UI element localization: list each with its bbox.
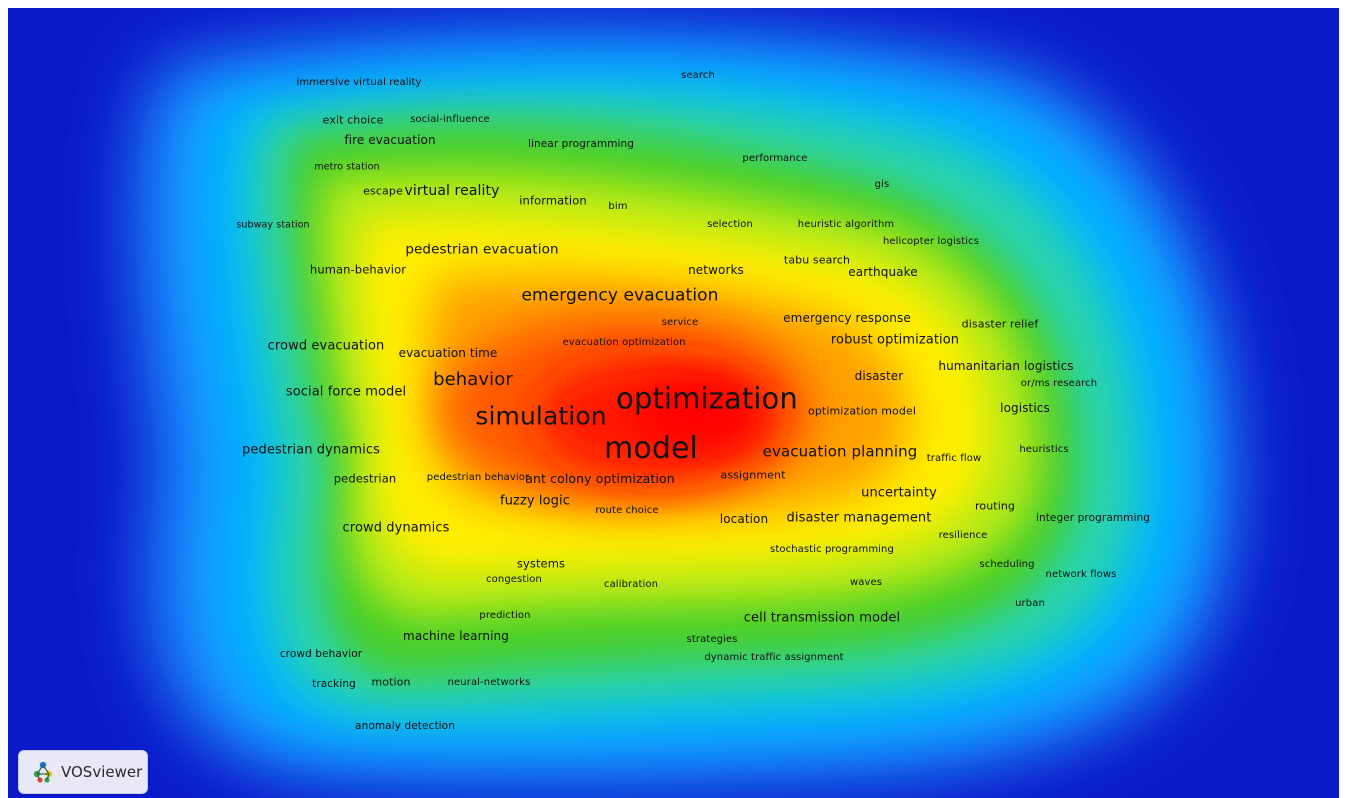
term-label[interactable]: evacuation optimization xyxy=(562,337,686,348)
term-label[interactable]: crowd behavior xyxy=(279,647,363,660)
term-label[interactable]: congestion xyxy=(486,574,542,585)
density-heatmap xyxy=(8,8,1339,798)
term-label[interactable]: network flows xyxy=(1045,569,1117,580)
term-label[interactable]: machine learning xyxy=(403,629,509,643)
term-label[interactable]: social force model xyxy=(285,384,407,400)
term-label[interactable]: systems xyxy=(516,556,566,571)
term-label[interactable]: ant colony optimization xyxy=(525,470,675,486)
term-label[interactable]: emergency evacuation xyxy=(521,285,719,306)
term-label[interactable]: uncertainty xyxy=(861,485,937,501)
term-label[interactable]: heuristic algorithm xyxy=(797,219,895,230)
term-label[interactable]: traffic flow xyxy=(926,453,982,464)
term-label[interactable]: humanitarian logistics xyxy=(938,359,1074,373)
term-label[interactable]: earthquake xyxy=(848,265,918,279)
term-label[interactable]: fire evacuation xyxy=(344,133,436,147)
term-label[interactable]: model xyxy=(604,431,698,466)
term-label[interactable]: urban xyxy=(1015,598,1045,609)
term-label[interactable]: information xyxy=(519,193,587,208)
term-label[interactable]: pedestrian xyxy=(333,471,397,486)
term-label[interactable]: neural-networks xyxy=(447,677,531,688)
term-label[interactable]: optimization xyxy=(616,381,798,416)
term-label[interactable]: helicopter logistics xyxy=(882,236,980,247)
vosviewer-logo-icon xyxy=(33,761,53,783)
term-label[interactable]: stochastic programming xyxy=(770,544,894,555)
term-label[interactable]: fuzzy logic xyxy=(500,493,570,509)
term-label[interactable]: immersive virtual reality xyxy=(296,77,422,88)
vosviewer-badge[interactable]: VOSviewer xyxy=(18,750,148,794)
term-label[interactable]: calibration xyxy=(603,579,659,590)
term-label[interactable]: heuristics xyxy=(1019,444,1069,455)
term-label[interactable]: escape xyxy=(363,184,403,198)
term-label[interactable]: integer programming xyxy=(1035,511,1151,524)
term-label[interactable]: evacuation time xyxy=(398,346,498,360)
term-label[interactable]: performance xyxy=(742,153,808,164)
term-label[interactable]: bim xyxy=(608,201,628,212)
term-label[interactable]: dynamic traffic assignment xyxy=(704,652,844,663)
term-label[interactable]: search xyxy=(681,70,715,81)
term-label[interactable]: routing xyxy=(974,499,1016,513)
term-label[interactable]: disaster management xyxy=(786,510,932,526)
term-label[interactable]: pedestrian dynamics xyxy=(242,442,380,458)
term-label[interactable]: linear programming xyxy=(527,137,635,150)
term-label[interactable]: crowd evacuation xyxy=(267,338,385,354)
term-label[interactable]: simulation xyxy=(475,401,607,431)
term-label[interactable]: tabu search xyxy=(783,253,851,267)
term-label[interactable]: motion xyxy=(371,675,411,689)
term-label[interactable]: metro station xyxy=(314,161,380,173)
term-label[interactable]: networks xyxy=(688,263,744,277)
term-label[interactable]: or/ms research xyxy=(1020,378,1098,389)
density-map[interactable]: optimization model simulation behavior e… xyxy=(8,8,1339,798)
term-label[interactable]: emergency response xyxy=(783,311,911,325)
term-label[interactable]: human-behavior xyxy=(309,262,407,277)
term-label[interactable]: selection xyxy=(707,219,753,230)
term-label[interactable]: evacuation planning xyxy=(762,442,918,461)
term-label[interactable]: tracking xyxy=(312,677,356,690)
term-label[interactable]: optimization model xyxy=(808,404,916,418)
brand-name: VOSviewer xyxy=(61,763,143,781)
term-label[interactable]: disaster relief xyxy=(961,317,1039,331)
term-label[interactable]: exit choice xyxy=(322,113,384,127)
term-label[interactable]: prediction xyxy=(479,610,531,621)
term-label[interactable]: scheduling xyxy=(979,559,1035,570)
term-label[interactable]: waves xyxy=(849,577,883,588)
term-label[interactable]: pedestrian evacuation xyxy=(405,241,559,258)
term-label[interactable]: logistics xyxy=(1000,401,1050,415)
term-label[interactable]: gis xyxy=(874,179,890,190)
term-label[interactable]: strategies xyxy=(686,634,738,645)
term-label[interactable]: behavior xyxy=(433,369,513,390)
term-label[interactable]: robust optimization xyxy=(830,332,960,348)
term-label[interactable]: crowd dynamics xyxy=(342,520,450,536)
term-label[interactable]: assignment xyxy=(720,468,786,482)
term-label[interactable]: location xyxy=(719,512,769,526)
term-label[interactable]: subway station xyxy=(236,219,310,231)
term-label[interactable]: service xyxy=(661,317,699,328)
term-label[interactable]: anomaly detection xyxy=(355,719,455,732)
term-label[interactable]: disaster xyxy=(854,369,904,383)
term-label[interactable]: social-influence xyxy=(410,114,490,125)
term-label[interactable]: pedestrian behavior xyxy=(426,472,530,483)
term-label[interactable]: route choice xyxy=(595,505,659,516)
term-label[interactable]: cell transmission model xyxy=(743,610,901,626)
term-label[interactable]: virtual reality xyxy=(404,183,500,199)
term-label[interactable]: resilience xyxy=(938,530,988,541)
